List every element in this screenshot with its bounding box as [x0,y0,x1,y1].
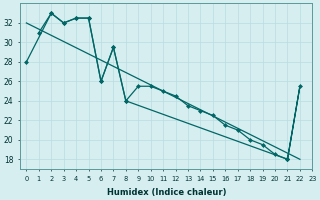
X-axis label: Humidex (Indice chaleur): Humidex (Indice chaleur) [107,188,226,197]
